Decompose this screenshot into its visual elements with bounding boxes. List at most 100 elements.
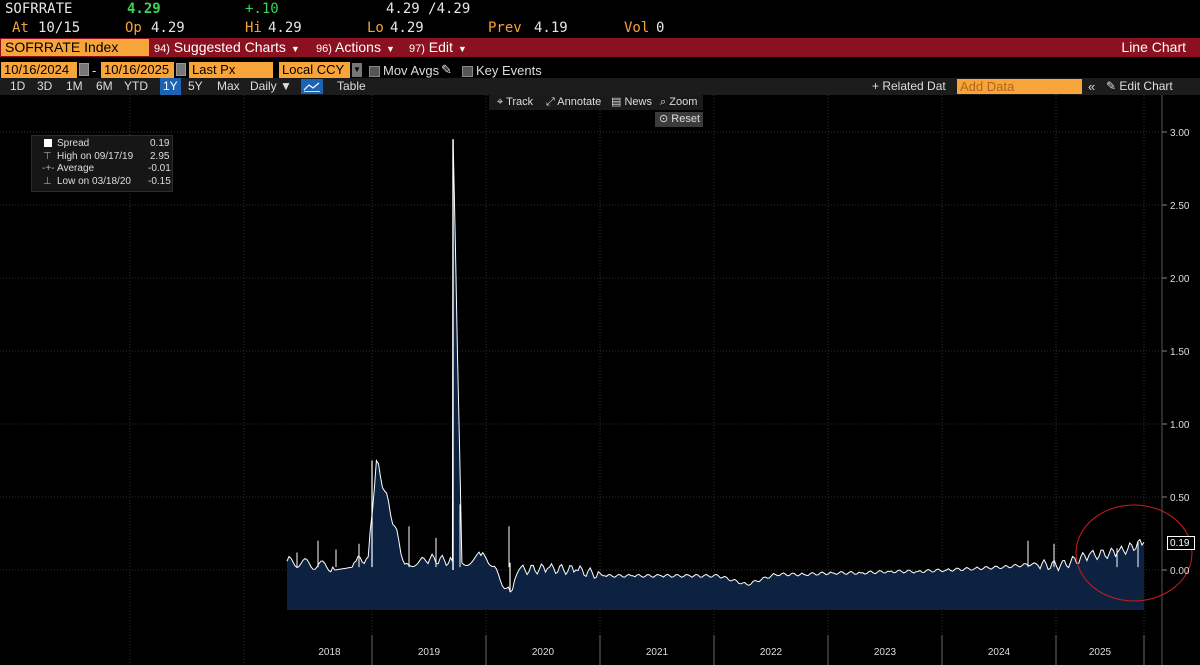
legend-series-value: 0.19 xyxy=(150,138,170,149)
period-button-max[interactable]: Max xyxy=(217,79,240,93)
date-separator: - xyxy=(92,63,97,78)
period-button-6m[interactable]: 6M xyxy=(96,79,113,93)
y-tick-label: 2.50 xyxy=(1170,201,1190,212)
y-tick-label: 0.00 xyxy=(1170,566,1190,577)
menu-bar xyxy=(0,38,1200,57)
annotate-icon: ⤢ xyxy=(546,96,555,108)
x-tick-label: 2022 xyxy=(760,647,783,658)
y-tick-label: 0.50 xyxy=(1170,493,1190,504)
zoom-icon: ⌕ xyxy=(660,96,667,108)
chart-type-label: Line Chart xyxy=(1121,39,1186,55)
zoom-tool[interactable]: ⌕ Zoom xyxy=(660,95,697,110)
highlight-circle xyxy=(1075,504,1193,602)
key-events-checkbox[interactable] xyxy=(462,66,473,77)
x-tick-label: 2023 xyxy=(874,647,897,658)
period-button-1m[interactable]: 1M xyxy=(66,79,83,93)
last-price: 4.29 xyxy=(127,1,161,17)
mov-avgs-checkbox[interactable] xyxy=(369,66,380,77)
price-field-select[interactable]: Last Px xyxy=(189,62,273,78)
legend-low-label: Low on 03/18/20 xyxy=(57,176,131,187)
x-tick-label: 2024 xyxy=(988,647,1011,658)
caret-down-icon: ▼ xyxy=(280,79,292,93)
y-tick-label: 3.00 xyxy=(1170,128,1190,139)
news-tool[interactable]: ▤ News xyxy=(611,95,652,110)
at-value: 10/15 xyxy=(38,20,81,36)
at-label: At xyxy=(12,20,29,36)
table-view-button[interactable]: Table xyxy=(337,79,366,93)
annotate-tool[interactable]: ⤢ Annotate xyxy=(546,95,601,110)
legend-average-label: Average xyxy=(57,163,95,174)
calendar-icon[interactable] xyxy=(176,63,186,76)
collapse-icon[interactable]: « xyxy=(1088,79,1096,94)
open-value: 4.29 xyxy=(151,20,185,36)
suggested-charts-number: 94) xyxy=(154,43,170,55)
security-title[interactable]: SOFRRATE Index xyxy=(1,39,149,56)
prev-value: 4.19 xyxy=(534,20,568,36)
legend-high-label: High on 09/17/19 xyxy=(57,151,134,162)
chart-legend xyxy=(31,135,173,192)
suggested-charts-menu[interactable]: 94) Suggested Charts ▼ xyxy=(154,39,300,56)
y-tick-label: 1.00 xyxy=(1170,420,1190,431)
series-swatch xyxy=(44,139,52,147)
suggested-charts-label: Suggested Charts xyxy=(173,39,286,55)
start-date-field[interactable]: 10/16/2024 xyxy=(1,62,77,78)
caret-down-icon: ▼ xyxy=(290,44,300,54)
last-value-tag: 0.19 xyxy=(1167,536,1195,550)
related-data-button[interactable]: + Related Dat xyxy=(872,79,946,93)
caret-down-icon: ▼ xyxy=(457,44,467,54)
dropdown-arrow-icon[interactable]: ▼ xyxy=(352,63,362,77)
period-button-ytd[interactable]: YTD xyxy=(124,79,148,93)
annotate-label: Annotate xyxy=(557,96,602,108)
end-date-field[interactable]: 10/16/2025 xyxy=(101,62,174,78)
legend-average-value: -0.01 xyxy=(148,163,171,174)
y-tick-label: 2.00 xyxy=(1170,274,1190,285)
volume-value: 0 xyxy=(656,20,665,36)
edit-chart-button[interactable]: ✎ Edit Chart xyxy=(1106,78,1173,95)
frequency-select[interactable]: Daily ▼ xyxy=(250,78,292,95)
prev-label: Prev xyxy=(488,20,522,36)
track-tool[interactable]: ⌖ Track xyxy=(497,95,533,110)
news-label: News xyxy=(624,96,652,108)
zoom-label: Zoom xyxy=(669,96,698,108)
add-data-input[interactable]: Add Data xyxy=(957,79,1082,94)
series-area-fill xyxy=(287,139,1144,611)
pencil-icon: ✎ xyxy=(1106,79,1117,93)
reset-label: Reset xyxy=(671,113,701,125)
high-value: 4.29 xyxy=(268,20,302,36)
calendar-icon[interactable] xyxy=(79,63,89,76)
period-button-3d[interactable]: 3D xyxy=(37,79,53,93)
reset-button[interactable]: ⊙ Reset xyxy=(655,112,703,127)
pencil-icon[interactable]: ✎ xyxy=(441,62,452,77)
x-tick-label: 2025 xyxy=(1089,647,1112,658)
open-label: Op xyxy=(125,20,142,36)
volume-label: Vol xyxy=(624,20,650,36)
crosshair-icon: ⌖ xyxy=(497,96,504,108)
mov-avgs-label[interactable]: Mov Avgs xyxy=(383,63,440,78)
legend-series-name: Spread xyxy=(57,138,90,149)
key-events-label[interactable]: Key Events xyxy=(476,63,542,78)
edit-menu[interactable]: 97) Edit ▼ xyxy=(409,39,467,56)
caret-down-icon: ▼ xyxy=(385,44,395,54)
x-tick-label: 2020 xyxy=(532,647,555,658)
line-chart-icon[interactable] xyxy=(301,79,323,94)
reset-icon: ⊙ xyxy=(659,113,669,125)
period-button-1d[interactable]: 1D xyxy=(10,79,26,93)
average-marker-icon: -+- xyxy=(42,163,55,174)
track-label: Track xyxy=(506,96,534,108)
chart-tools-bar xyxy=(489,95,703,110)
chart-canvas[interactable]: 0.00 0.50 1.00 1.50 2.00 2.50 3.00 2018 2019 2020… xyxy=(0,95,1200,665)
news-icon: ▤ xyxy=(611,96,622,108)
low-marker-icon: ⊥ xyxy=(43,176,52,187)
edit-chart-label: Edit Chart xyxy=(1119,79,1173,93)
edit-number: 97) xyxy=(409,43,425,55)
y-tick-label: 1.50 xyxy=(1170,347,1190,358)
edit-label: Edit xyxy=(428,39,453,55)
period-button-1y[interactable]: 1Y xyxy=(160,78,181,95)
x-tick-label: 2021 xyxy=(646,647,669,658)
low-label: Lo xyxy=(367,20,384,36)
actions-menu[interactable]: 96) Actions ▼ xyxy=(316,39,395,56)
bid-ask: 4.29 /4.29 xyxy=(386,1,471,17)
actions-label: Actions xyxy=(335,39,381,55)
period-button-5y[interactable]: 5Y xyxy=(188,79,203,93)
currency-select[interactable]: Local CCY xyxy=(279,62,350,78)
